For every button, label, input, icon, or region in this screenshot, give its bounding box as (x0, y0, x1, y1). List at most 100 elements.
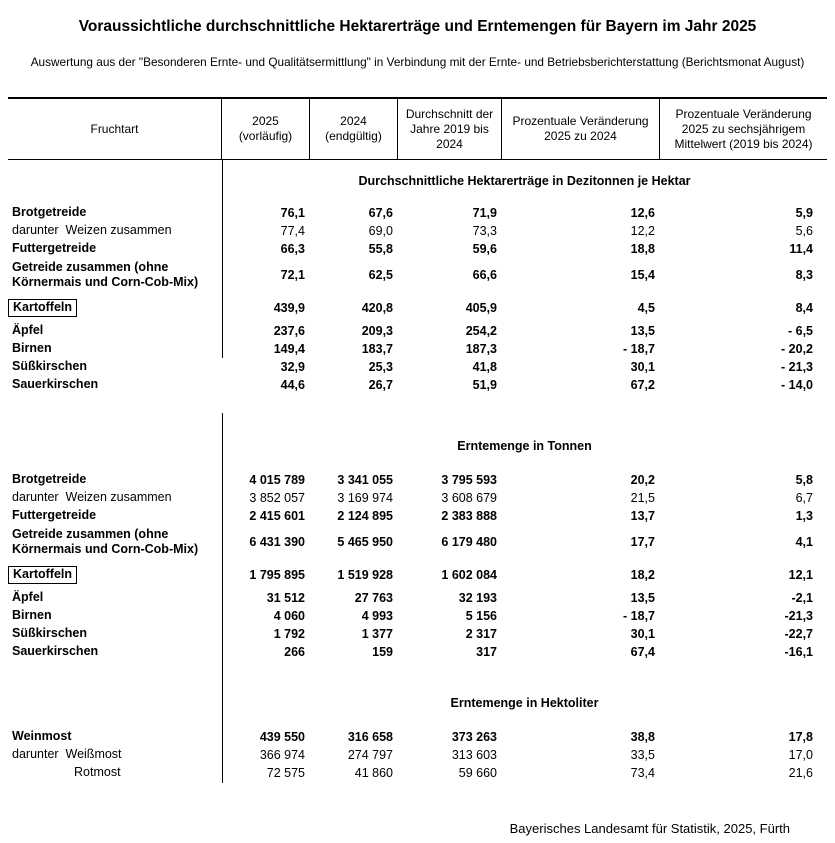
cell-2024: 3 169 974 (337, 491, 393, 505)
cell-2024: 41 860 (354, 766, 393, 780)
cell-veraenderung-mittelwert: -22,7 (784, 627, 814, 641)
table-row-suesskirschen: Süßkirschen 32,9 25,3 41,8 30,1 - 21,3 (8, 358, 827, 376)
cell-veraenderung-2024: 33,5 (630, 748, 655, 762)
cell-veraenderung-2024: 20,2 (630, 473, 655, 487)
column-header-durchschnitt: Durchschnitt der Jahre 2019 bis 2024 (398, 99, 502, 159)
row-label: Sauerkirschen (12, 644, 99, 659)
cell-2025: 66,3 (280, 242, 305, 256)
cell-2025: 72 575 (266, 766, 305, 780)
row-label: Süßkirschen (12, 626, 88, 641)
row-label: Sauerkirschen (12, 377, 99, 392)
cell-2025: 439,9 (273, 301, 305, 315)
row-label: Birnen (12, 608, 52, 623)
cell-veraenderung-2024: 67,2 (630, 378, 655, 392)
cell-veraenderung-mittelwert: - 20,2 (781, 342, 813, 356)
kartoffeln-box: Kartoffeln (8, 565, 78, 585)
cell-veraenderung-2024: - 18,7 (623, 609, 655, 623)
table-row-getreide-zusammen: Getreide zusammen (ohne Körnermais und C… (8, 258, 827, 292)
cell-veraenderung-2024: 30,1 (630, 360, 655, 374)
cell-2024: 27 763 (354, 591, 393, 605)
cell-2025: 439 550 (259, 730, 305, 744)
cell-durchschnitt: 313 603 (451, 748, 497, 762)
cell-veraenderung-2024: 12,2 (630, 224, 655, 238)
page-subtitle: Auswertung aus der "Besonderen Ernte- un… (30, 55, 805, 69)
cell-veraenderung-mittelwert: 8,3 (795, 268, 813, 282)
section-title-erntemenge-tonnen: Erntemenge in Tonnen (457, 439, 592, 453)
cell-durchschnitt: 2 383 888 (441, 509, 497, 523)
table-row-suesskirschen-t: Süßkirschen 1 792 1 377 2 317 30,1 -22,7 (8, 625, 827, 643)
cell-2024: 4 993 (361, 609, 393, 623)
cell-2025: 366 974 (259, 748, 305, 762)
cell-2025: 1 792 (273, 627, 305, 641)
cell-veraenderung-2024: 17,7 (630, 535, 655, 549)
row-label: Weinmost (12, 729, 72, 744)
column-header-fruchtart: Fruchtart (8, 99, 222, 159)
cell-2024: 159 (372, 645, 393, 659)
cell-veraenderung-2024: 18,8 (630, 242, 655, 256)
cell-veraenderung-2024: 18,2 (630, 568, 655, 582)
section-title-erntemenge-hektoliter: Erntemenge in Hektoliter (450, 696, 599, 710)
cell-durchschnitt: 2 317 (465, 627, 497, 641)
cell-durchschnitt: 6 179 480 (441, 535, 497, 549)
cell-2024: 5 465 950 (337, 535, 393, 549)
cell-veraenderung-2024: 13,5 (630, 324, 655, 338)
cell-2025: 77,4 (280, 224, 305, 238)
cell-2024: 25,3 (368, 360, 393, 374)
kartoffeln-box: Kartoffeln (8, 298, 78, 318)
cell-veraenderung-mittelwert: - 21,3 (781, 360, 813, 374)
column-header-2025: 2025 (vorläufig) (222, 99, 310, 159)
table-row-kartoffeln: Kartoffeln 439,9 420,8 405,9 4,5 8,4 (8, 298, 827, 318)
row-label: Kartoffeln (8, 298, 222, 318)
cell-durchschnitt: 3 608 679 (441, 491, 497, 505)
cell-2025: 31 512 (266, 591, 305, 605)
table-row-weizen: darunter Weizen zusammen 77,4 69,0 73,3 … (8, 222, 827, 240)
cell-durchschnitt: 59,6 (472, 242, 497, 256)
cell-2024: 209,3 (361, 324, 393, 338)
table-row-weizen-t: darunter Weizen zusammen 3 852 057 3 169… (8, 489, 827, 507)
cell-2025: 2 415 601 (249, 509, 305, 523)
row-label: Getreide zusammen (ohne Körnermais und C… (12, 259, 199, 289)
cell-2024: 2 124 895 (337, 509, 393, 523)
cell-2025: 4 060 (273, 609, 305, 623)
row-label: Futtergetreide (12, 508, 97, 523)
table-row-aepfel: Äpfel 237,6 209,3 254,2 13,5 - 6,5 (8, 322, 827, 340)
row-label: darunter Weizen zusammen (12, 490, 172, 505)
cell-veraenderung-mittelwert: -2,1 (791, 591, 813, 605)
cell-2024: 55,8 (368, 242, 393, 256)
cell-veraenderung-mittelwert: -16,1 (784, 645, 814, 659)
table-body: Durchschnittliche Hektarerträge in Dezit… (8, 160, 827, 782)
cell-2025: 237,6 (273, 324, 305, 338)
column-header-veraenderung-mittelwert: Prozentuale Veränderung 2025 zu sechsjäh… (674, 106, 813, 151)
table-row-futtergetreide: Futtergetreide 66,3 55,8 59,6 18,8 11,4 (8, 240, 827, 258)
column-divider-segment-2 (222, 413, 223, 783)
cell-veraenderung-mittelwert: 1,3 (795, 509, 813, 523)
table-row-birnen: Birnen 149,4 183,7 187,3 - 18,7 - 20,2 (8, 340, 827, 358)
cell-veraenderung-mittelwert: 11,4 (789, 242, 813, 256)
cell-veraenderung-2024: 21,5 (630, 491, 655, 505)
row-label: darunter Weißmost (12, 747, 122, 762)
cell-durchschnitt: 73,3 (472, 224, 497, 238)
table-row-brotgetreide-t: Brotgetreide 4 015 789 3 341 055 3 795 5… (8, 471, 827, 489)
row-label: Rotmost (74, 765, 121, 780)
cell-2025: 44,6 (280, 378, 305, 392)
cell-durchschnitt: 51,9 (472, 378, 497, 392)
cell-2025: 4 015 789 (249, 473, 305, 487)
row-label: Getreide zusammen (ohne Körnermais und C… (12, 526, 199, 556)
cell-durchschnitt: 373 263 (451, 730, 497, 744)
cell-2025: 72,1 (280, 268, 305, 282)
cell-veraenderung-2024: 30,1 (630, 627, 655, 641)
cell-veraenderung-mittelwert: 5,9 (795, 206, 813, 220)
cell-2024: 69,0 (368, 224, 393, 238)
cell-2024: 62,5 (368, 268, 393, 282)
cell-veraenderung-mittelwert: 4,1 (795, 535, 813, 549)
cell-veraenderung-mittelwert: 17,0 (788, 748, 813, 762)
cell-veraenderung-2024: 38,8 (630, 730, 655, 744)
cell-durchschnitt: 71,9 (472, 206, 497, 220)
cell-2025: 1 795 895 (249, 568, 305, 582)
cell-2024: 183,7 (361, 342, 393, 356)
cell-veraenderung-2024: - 18,7 (623, 342, 655, 356)
cell-veraenderung-2024: 73,4 (630, 766, 655, 780)
column-header-veraenderung-2024: Prozentuale Veränderung 2025 zu 2024 (502, 99, 660, 159)
cell-2024: 274 797 (347, 748, 393, 762)
